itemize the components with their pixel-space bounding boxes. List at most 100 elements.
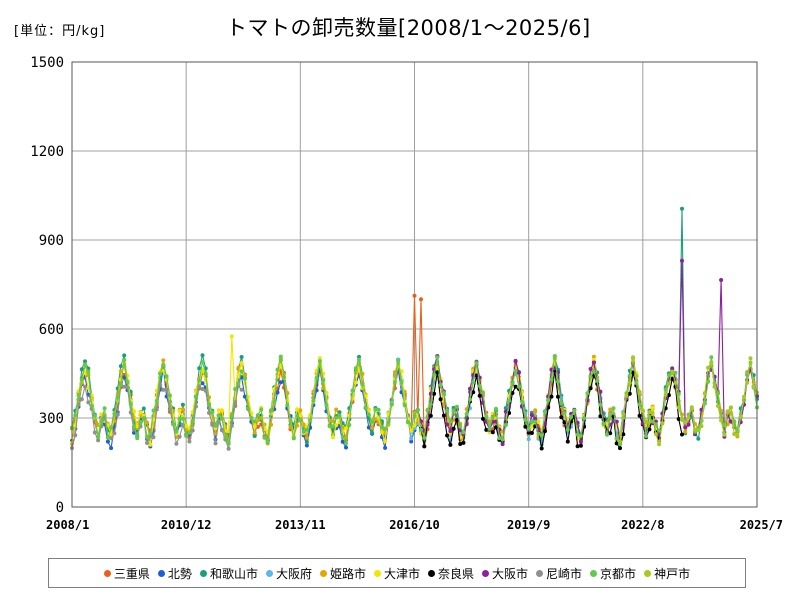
data-point [223, 435, 228, 439]
data-point [190, 428, 195, 433]
data-point [608, 407, 613, 412]
data-point [484, 427, 489, 432]
data-point [135, 436, 140, 441]
data-point [366, 412, 371, 417]
data-point [588, 374, 593, 379]
legend-marker-icon [103, 569, 111, 577]
data-point [317, 356, 322, 361]
data-point [523, 418, 528, 422]
data-point [735, 432, 740, 437]
data-point [503, 409, 508, 414]
data-point [497, 436, 502, 441]
data-point [200, 381, 205, 386]
data-point [337, 413, 342, 418]
data-point [344, 426, 348, 431]
data-point [184, 434, 189, 438]
data-point [591, 354, 596, 359]
data-point [445, 433, 450, 438]
data-point [529, 419, 534, 424]
data-point [618, 442, 622, 447]
legend-label: 神戸市 [654, 566, 691, 581]
data-point [494, 406, 498, 411]
data-point [122, 357, 127, 362]
data-point [481, 416, 485, 421]
data-point [644, 434, 649, 439]
data-point [389, 402, 394, 407]
data-point [122, 375, 127, 380]
legend-label: 三重県 [113, 566, 150, 581]
data-point [588, 386, 593, 391]
data-point [419, 427, 423, 432]
unit-label: [単位：円/kg] [14, 24, 106, 39]
data-point [138, 410, 143, 415]
data-point [614, 419, 619, 424]
data-point [141, 406, 146, 411]
data-point [686, 422, 691, 427]
data-point [702, 391, 707, 396]
data-point [350, 388, 355, 393]
data-point [428, 413, 433, 418]
data-point [556, 394, 560, 399]
data-point [216, 413, 221, 418]
data-point [513, 358, 518, 363]
data-point [582, 416, 587, 421]
data-point [298, 408, 303, 413]
data-point [275, 367, 280, 372]
data-point [399, 369, 404, 374]
y-tick-label: 600 [39, 322, 64, 338]
data-point [96, 434, 101, 439]
data-point [190, 419, 195, 424]
data-point [680, 416, 684, 421]
data-point [631, 355, 635, 360]
data-point [122, 353, 127, 358]
data-point [344, 445, 348, 450]
data-point [513, 368, 518, 373]
data-point [461, 440, 466, 445]
data-point [578, 439, 583, 444]
data-point [676, 405, 681, 410]
legend-item: 尼崎市 [536, 565, 582, 582]
data-point [683, 420, 688, 425]
x-tick-label: 2016/10 [389, 518, 440, 532]
data-point [490, 414, 495, 419]
data-point [229, 334, 234, 339]
data-point [657, 428, 662, 433]
data-point [471, 380, 476, 385]
data-point [578, 443, 583, 448]
data-point [725, 409, 730, 414]
data-point [340, 439, 345, 444]
data-point [83, 362, 87, 367]
data-point [298, 413, 303, 418]
data-point [249, 416, 254, 420]
data-point [438, 382, 443, 387]
data-point [709, 360, 714, 365]
data-point [451, 408, 456, 413]
legend-label: 大津市 [383, 566, 420, 581]
data-point [611, 406, 616, 411]
data-point [161, 358, 166, 363]
data-point [118, 364, 123, 369]
data-point [298, 418, 303, 423]
data-point [673, 370, 678, 375]
data-point [239, 361, 244, 366]
data-point [373, 417, 378, 422]
data-point [86, 369, 91, 374]
data-point [500, 437, 505, 442]
data-point [706, 379, 711, 384]
data-point [177, 408, 182, 413]
data-point [657, 442, 662, 447]
data-point [288, 418, 293, 423]
data-point [386, 420, 391, 425]
data-point [412, 423, 417, 428]
data-point [86, 400, 91, 405]
data-point [145, 441, 149, 445]
y-tick-label: 300 [39, 411, 64, 427]
data-point [712, 384, 717, 389]
legend-item: 姫路市 [319, 565, 366, 582]
data-point [304, 443, 309, 448]
data-point [412, 293, 417, 298]
data-point [680, 258, 684, 263]
data-point [673, 380, 678, 385]
data-point [105, 435, 110, 440]
